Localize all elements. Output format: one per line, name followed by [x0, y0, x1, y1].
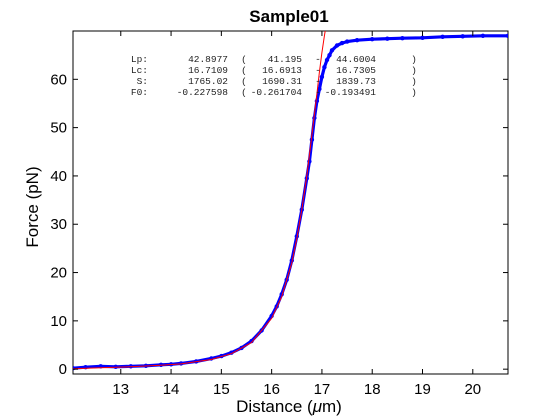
fit-cell-ci-high: 1839.73 [336, 76, 376, 87]
x-tick-label: 15 [213, 381, 230, 398]
fit-cell-ci-sep: - [315, 65, 321, 76]
data-point [370, 37, 375, 42]
y-tick-label: 20 [50, 265, 67, 282]
axes-box [72, 30, 509, 375]
data-layer [73, 31, 508, 371]
data-point [480, 33, 486, 38]
x-axis-unit-symbol: μ [312, 397, 323, 416]
fit-cell-ci-close: ) [411, 87, 417, 98]
fit-cell-ci-sep: - [315, 54, 321, 65]
data-point [385, 36, 390, 41]
fit-cell-ci-open: ( [241, 76, 247, 87]
fit-cell-param: F0: [131, 87, 148, 98]
fit-cell-ci-low: 16.6913 [262, 65, 302, 76]
data-point [339, 40, 345, 46]
fit-cell-param: Lc: [131, 65, 148, 76]
x-tick-label: 17 [314, 381, 331, 398]
data-point [322, 65, 327, 70]
fit-cell-value: -0.227598 [177, 87, 229, 98]
x-tick-label: 14 [163, 381, 180, 398]
data-point [317, 86, 322, 92]
data-point [327, 53, 332, 58]
x-axis-title: Distance (μm) [236, 397, 342, 416]
data-point [505, 33, 508, 38]
data-point [400, 36, 405, 41]
data-point [440, 34, 445, 39]
y-tick-label: 50 [50, 120, 67, 137]
fit-cell-ci-high: -0.193491 [325, 87, 377, 98]
y-tick-label: 60 [50, 71, 67, 88]
x-axis-unit-rest: m) [322, 397, 342, 416]
y-axis: 0 10 20 30 40 50 60 [50, 71, 508, 378]
x-tick-label: 20 [464, 381, 481, 398]
data-point [344, 39, 350, 44]
fit-cell-value: 1765.02 [188, 76, 228, 87]
x-tick-label: 16 [263, 381, 280, 398]
x-axis-title-text: Distance ( [236, 397, 313, 416]
data-point [334, 43, 340, 48]
y-tick-label: 40 [50, 168, 67, 185]
data-point [324, 57, 330, 63]
x-axis: 13 14 15 16 17 18 19 20 [112, 31, 481, 398]
y-tick-label: 30 [50, 216, 67, 233]
fit-cell-param: Lp: [131, 54, 148, 65]
y-axis-title: Force (pN) [23, 166, 42, 247]
y-tick-label: 0 [59, 361, 67, 378]
fit-cell-ci-high: 44.6004 [336, 54, 376, 65]
data-point [319, 74, 325, 80]
data-point [307, 159, 312, 164]
fit-cell-ci-close: ) [411, 76, 417, 87]
chart-title: Sample01 [249, 7, 328, 26]
x-tick-label: 19 [414, 381, 431, 398]
data-point [249, 338, 254, 344]
fit-cell-param: S: [137, 76, 148, 87]
fit-cell-ci-low: 1690.31 [262, 76, 302, 87]
data-point [329, 48, 335, 53]
fit-cell-ci-low: -0.261704 [251, 87, 303, 98]
fit-cell-ci-low: 41.195 [268, 54, 303, 65]
fit-cell-value: 16.7109 [188, 65, 228, 76]
data-point [354, 38, 360, 43]
fit-cell-ci-open: ( [241, 54, 247, 65]
fit-cell-ci-open: ( [241, 87, 247, 98]
data-point [420, 35, 425, 40]
x-tick-label: 18 [364, 381, 381, 398]
fit-cell-ci-close: ) [411, 65, 417, 76]
fit-cell-ci-open: ( [241, 65, 247, 76]
fit-cell-ci-sep: - [315, 87, 321, 98]
fit-cell-ci-close: ) [411, 54, 417, 65]
plot-area: Lp: 42.8977 (41.195 - 44.6004) Lc: 16.7109 (16.… [72, 30, 509, 375]
fit-cell-value: 42.8977 [188, 54, 228, 65]
x-tick-label: 13 [112, 381, 129, 398]
fit-cell-ci-sep: - [315, 76, 321, 87]
data-point [460, 34, 465, 39]
y-tick-label: 10 [50, 313, 67, 330]
fit-curve-line [73, 31, 326, 370]
fit-results-table: Lp: 42.8977 (41.195 - 44.6004) Lc: 16.7109 (16.… [131, 54, 417, 98]
fit-cell-ci-high: 16.7305 [336, 65, 376, 76]
